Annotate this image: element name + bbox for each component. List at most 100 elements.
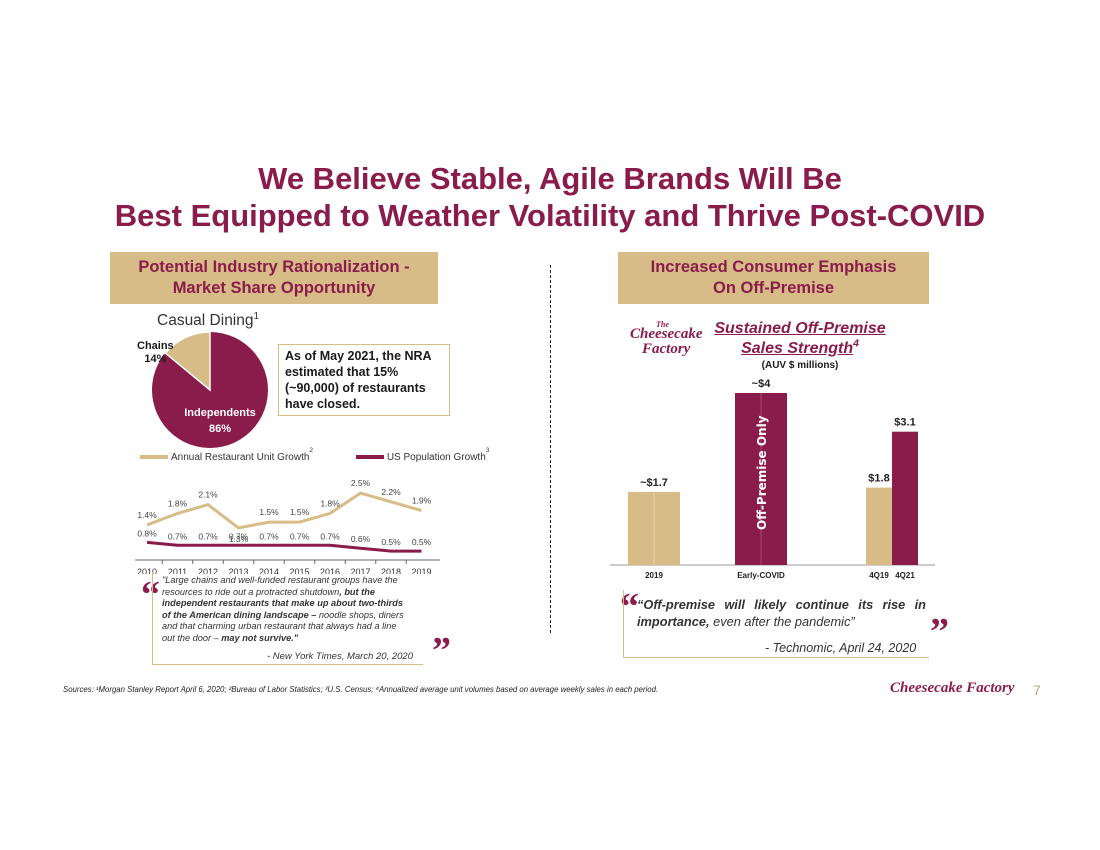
left-banner-line-2: Market Share Opportunity	[172, 279, 376, 297]
logo-cheesecake: Cheesecake	[630, 326, 703, 342]
sources-footnote: Sources: ¹Morgan Stanley Report April 6,…	[63, 685, 659, 694]
pie-label-chains: Chains 14%	[137, 340, 174, 366]
data-label: 1.5%	[259, 507, 279, 517]
logo-factory: Factory	[642, 341, 691, 357]
left-quote-line-2b: , but the	[339, 586, 375, 597]
x-tick-label: 2015	[289, 567, 309, 574]
pie-label-chains-pct: 14%	[144, 353, 167, 365]
nra-line-3: (~90,000) of restaurants	[285, 381, 426, 395]
close-quote-icon: ”	[432, 630, 451, 672]
bar-value-label: ~$4	[752, 378, 772, 390]
right-banner-line-1: Increased Consumer Emphasis	[650, 258, 897, 276]
x-tick-label: 2016	[320, 567, 340, 574]
legend-population: US Population Growth	[386, 452, 486, 463]
section-divider	[550, 265, 551, 633]
data-label: 0.7%	[168, 531, 188, 541]
legend-swatch-unit-growth	[140, 455, 168, 460]
left-quote-line-2: resources to ride out a protracted shutd…	[162, 586, 340, 597]
pie-label-independents-pct: 86%	[208, 423, 232, 435]
pie-title: Casual Dining1	[157, 310, 260, 330]
right-quote-line-2a: importance,	[637, 614, 710, 629]
data-label: 0.7%	[229, 531, 249, 541]
x-tick-label: 2019	[411, 567, 431, 574]
off-premise-only-label: Off-Premise Only	[755, 415, 769, 530]
left-quote-line-4: of the American dining landscape –	[162, 609, 317, 620]
bar-category-label: Early-COVID	[737, 571, 785, 580]
right-close-quote-icon: ”	[930, 611, 949, 653]
pie-label-independents: Independents 86%	[180, 405, 260, 437]
x-tick-label: 2012	[198, 567, 218, 574]
pie-slice-chains	[164, 331, 211, 392]
pie-title-text: Casual Dining	[157, 312, 254, 329]
bar-chart-title-line-2: Sales Strength	[741, 340, 854, 357]
cheesecake-factory-logo: The Cheesecake Factory	[630, 320, 703, 357]
left-quote-line-5: and that charming urban restaurant that …	[162, 621, 397, 631]
left-quote-line-1: "Large chains and well-funded restaurant…	[162, 575, 398, 585]
data-label: 0.6%	[351, 534, 371, 544]
right-quote-source: - Technomic, April 24, 2020	[765, 641, 917, 655]
x-tick-label: 2011	[168, 567, 187, 574]
right-quote-text: “Off-premise will likely continue its ri…	[637, 596, 926, 630]
data-label: 0.7%	[320, 531, 340, 541]
right-open-quote-icon: “	[620, 586, 639, 628]
data-label: 1.9%	[412, 496, 432, 506]
right-banner-line-2: On Off-Premise	[712, 279, 835, 297]
left-quote-line-3: independent restaurants that make up abo…	[162, 598, 403, 608]
open-quote-icon: “	[141, 574, 160, 616]
right-quote-box	[623, 590, 929, 658]
legend-swatch-population	[355, 455, 384, 460]
bar-chart-title-line-1: Sustained Off-Premise	[714, 320, 886, 337]
line-chart: 2010 2011 2012 2013 2014 2015 2016 2017 2018 2019…	[135, 478, 440, 574]
legend-unit-growth: Annual Restaurant Unit Growth	[171, 452, 310, 463]
data-label: 2.2%	[381, 487, 401, 497]
nra-line-2: estimated that 15%	[285, 365, 399, 379]
footer-logo: Cheesecake Factory	[890, 680, 1015, 696]
nra-callout: As of May 2021, the NRA estimated that 1…	[278, 344, 450, 416]
left-quote-box	[152, 572, 423, 665]
data-label: 2.1%	[198, 490, 218, 500]
data-label: 1.3%	[229, 534, 249, 544]
bar-category-label: 2019	[645, 571, 663, 580]
bar-category-label: 4Q21	[895, 571, 915, 580]
bar-4q19	[866, 487, 892, 565]
left-banner: Potential Industry Rationalization - Mar…	[110, 252, 438, 304]
legend-unit-growth-sup: 2	[309, 446, 314, 454]
right-banner: Increased Consumer Emphasis On Off-Premi…	[618, 252, 929, 304]
nra-line-4: have closed.	[285, 397, 361, 411]
pie-title-sup: 1	[253, 310, 260, 322]
x-tick-label: 2018	[381, 567, 401, 574]
data-label: 1.8%	[320, 498, 340, 508]
nra-line-1: As of May 2021, the NRA	[285, 349, 432, 363]
right-quote-line-1: “Off-premise will likely continue its ri…	[637, 597, 926, 612]
x-tick-label: 2010	[137, 567, 157, 574]
series-line-unit-growth	[146, 491, 422, 530]
data-label: 0.7%	[290, 531, 310, 541]
x-tick-label: 2014	[259, 567, 279, 574]
bar-chart-subtitle: (AUV $ millions)	[761, 360, 839, 371]
left-banner-line-1: Potential Industry Rationalization -	[138, 258, 410, 276]
bar-value-label: $1.8	[868, 473, 889, 485]
left-quote-text: "Large chains and well-funded restaurant…	[162, 575, 420, 644]
bar-value-label: $3.1	[894, 417, 915, 429]
bar-chart: ~$1.7 2019 ~$4 Early-COVID $1.8 4Q19 $3.1 4Q21 O…	[610, 378, 935, 580]
data-label: 2.5%	[351, 478, 371, 488]
pie-label-chains-text: Chains	[137, 340, 174, 352]
data-label: 1.5%	[290, 507, 310, 517]
logo-the: The	[656, 320, 669, 329]
left-quote-line-4b: noodle shops, diners	[316, 609, 404, 620]
bar-category-label: 4Q19	[869, 571, 889, 580]
right-quote-line-2b: even after the pandemic”	[709, 614, 855, 629]
left-quote-source: - New York Times, March 20, 2020	[267, 651, 413, 662]
data-label: 1.4%	[137, 510, 157, 520]
data-label: 0.7%	[259, 531, 279, 541]
pie-chart	[152, 331, 268, 448]
data-label: 1.8%	[168, 498, 188, 508]
page-number: 7	[1033, 682, 1041, 698]
bar-chart-title: Sustained Off-Premise Sales Strength4	[690, 319, 910, 359]
x-tick-label: 2013	[228, 567, 248, 574]
title-line-2: Best Equipped to Weather Volatility and …	[114, 198, 986, 233]
pie-label-independents-text: Independents	[184, 407, 256, 419]
line-chart-legend: Annual Restaurant Unit Growth2 US Popula…	[140, 447, 489, 463]
data-label: 0.5%	[381, 537, 401, 547]
bar-4q21	[892, 431, 918, 565]
